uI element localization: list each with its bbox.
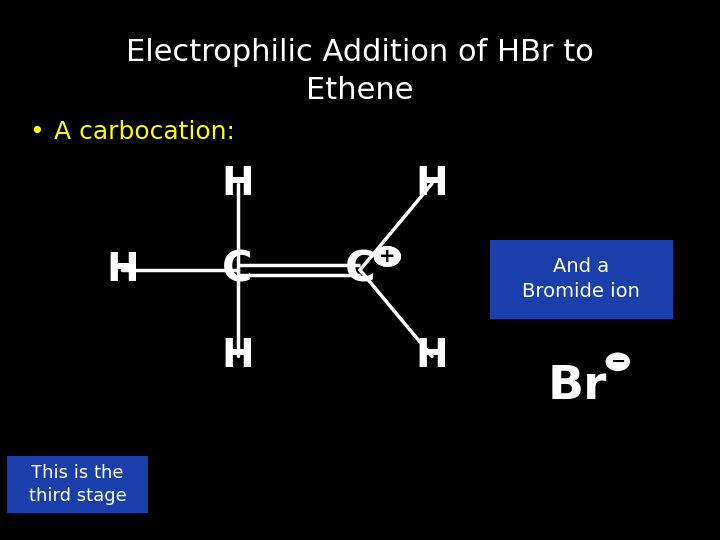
Text: H: H bbox=[415, 338, 449, 375]
Text: H: H bbox=[415, 165, 449, 202]
Text: H: H bbox=[221, 165, 254, 202]
FancyBboxPatch shape bbox=[490, 240, 673, 319]
Text: +: + bbox=[379, 247, 395, 266]
Circle shape bbox=[606, 353, 629, 370]
Text: C: C bbox=[222, 249, 253, 291]
Text: •: • bbox=[29, 120, 43, 144]
Text: H: H bbox=[221, 338, 254, 375]
Circle shape bbox=[374, 247, 400, 266]
Text: −: − bbox=[610, 353, 626, 371]
Text: A carbocation:: A carbocation: bbox=[54, 120, 235, 144]
Text: H: H bbox=[106, 251, 139, 289]
Text: Electrophilic Addition of HBr to
Ethene: Electrophilic Addition of HBr to Ethene bbox=[126, 38, 594, 105]
Text: And a
Bromide ion: And a Bromide ion bbox=[523, 258, 640, 301]
Text: Br: Br bbox=[547, 363, 607, 409]
FancyBboxPatch shape bbox=[7, 456, 148, 513]
Text: This is the
third stage: This is the third stage bbox=[29, 464, 126, 505]
Text: C: C bbox=[345, 249, 375, 291]
